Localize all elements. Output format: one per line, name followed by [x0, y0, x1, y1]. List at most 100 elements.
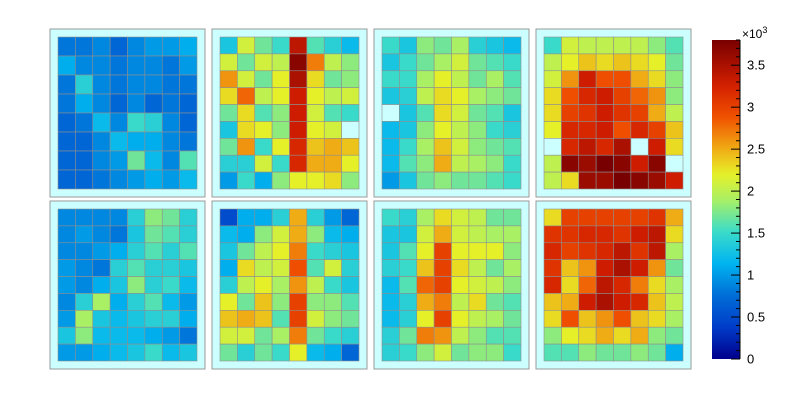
heatmap-cell [630, 104, 649, 122]
heatmap-cell [399, 36, 418, 55]
heatmap-cell [665, 154, 684, 173]
heatmap-cell [144, 326, 163, 345]
heatmap-cell [503, 276, 522, 294]
heatmap-cell [451, 208, 470, 227]
heatmap-cell [595, 36, 614, 55]
heatmap-cell [144, 169, 163, 190]
heatmap-cell [381, 70, 400, 88]
heatmap-cell [503, 259, 522, 277]
heatmap-cell [289, 225, 308, 244]
heatmap-cell [254, 53, 273, 72]
heatmap-cell [144, 225, 163, 244]
heatmap-cell [665, 208, 684, 227]
heatmap-cell [92, 343, 111, 362]
heatmap-cell [306, 259, 325, 277]
heatmap-cell [381, 293, 400, 311]
heatmap-cell [161, 259, 180, 277]
heatmap-cell [433, 154, 452, 173]
heatmap-cell [289, 242, 308, 260]
heatmap-cell [144, 310, 163, 328]
heatmap-cell [75, 242, 94, 260]
heatmap-cell [578, 171, 597, 190]
heatmap-cell [416, 171, 435, 190]
heatmap-cell [219, 242, 238, 260]
panel-5 [49, 200, 206, 370]
heatmap-cell [271, 154, 290, 173]
heatmap-cell [503, 70, 522, 88]
heatmap-cell [468, 310, 487, 328]
heatmap-cell [503, 171, 522, 190]
heatmap-cell [219, 53, 238, 72]
heatmap-cell [127, 225, 146, 244]
heatmap-cell [75, 259, 94, 277]
heatmap-cell [109, 55, 128, 76]
heatmap-cell [289, 208, 308, 227]
heatmap-cell [451, 293, 470, 311]
heatmap-cell [485, 208, 504, 227]
heatmap-cell [237, 208, 256, 227]
heatmap-cell [647, 259, 666, 277]
heatmap-cell [578, 242, 597, 260]
heatmap-cell [630, 208, 649, 227]
heatmap-cell [75, 343, 94, 362]
heatmap-cell [578, 36, 597, 55]
heatmap-cell [341, 276, 360, 294]
heatmap-cell [144, 150, 163, 171]
heatmap-cell [144, 55, 163, 76]
heatmap-cell [323, 121, 342, 139]
heatmap-cell [451, 154, 470, 173]
heatmap-cell [144, 293, 163, 311]
colorbar-tick-label: 3.5 [747, 58, 765, 73]
heatmap-cell [57, 259, 76, 277]
heatmap-cell [630, 171, 649, 190]
heatmap-cell [306, 138, 325, 156]
heatmap-cell [561, 276, 580, 294]
heatmap-cell [485, 343, 504, 362]
heatmap-cell [647, 121, 666, 139]
heatmap-cell [613, 310, 632, 328]
heatmap-cell [92, 259, 111, 277]
heatmap-cell [127, 74, 146, 95]
heatmap-cell [381, 310, 400, 328]
heatmap-cell [306, 104, 325, 122]
heatmap-cell [341, 171, 360, 190]
heatmap-cell [127, 208, 146, 227]
heatmap-cell [665, 87, 684, 105]
heatmap-cell [543, 53, 562, 72]
heatmap-cell [109, 208, 128, 227]
heatmap-cell [433, 121, 452, 139]
heatmap-cell [647, 154, 666, 173]
heatmap-cell [647, 87, 666, 105]
heatmap-cell [92, 276, 111, 294]
heatmap-cell [219, 121, 238, 139]
heatmap-cell [109, 242, 128, 260]
heatmap-cell [341, 225, 360, 244]
heatmap-cell [578, 121, 597, 139]
heatmap-cell [468, 154, 487, 173]
heatmap-cell [219, 208, 238, 227]
heatmap-cell [503, 36, 522, 55]
heatmap-cell [399, 242, 418, 260]
heatmap-cell [341, 259, 360, 277]
heatmap-cell [433, 343, 452, 362]
heatmap-cell [271, 171, 290, 190]
heatmap-cell [254, 326, 273, 345]
heatmap-cell [561, 53, 580, 72]
heatmap-cell [75, 112, 94, 133]
heatmap-cell [219, 138, 238, 156]
heatmap-cell [75, 55, 94, 76]
heatmap-cell [341, 36, 360, 55]
heatmap-cell [179, 112, 198, 133]
heatmap-cell [630, 121, 649, 139]
heatmap-cell [161, 55, 180, 76]
heatmap-cell [381, 208, 400, 227]
heatmap-cell [647, 104, 666, 122]
heatmap-cell [271, 276, 290, 294]
heatmap-cell [254, 310, 273, 328]
heatmap-cell [578, 343, 597, 362]
heatmap-cell [433, 53, 452, 72]
heatmap-cell [92, 326, 111, 345]
colorbar: 00.511.522.533.5×103 [712, 25, 767, 367]
heatmap-cell [306, 293, 325, 311]
heatmap-cell [289, 293, 308, 311]
